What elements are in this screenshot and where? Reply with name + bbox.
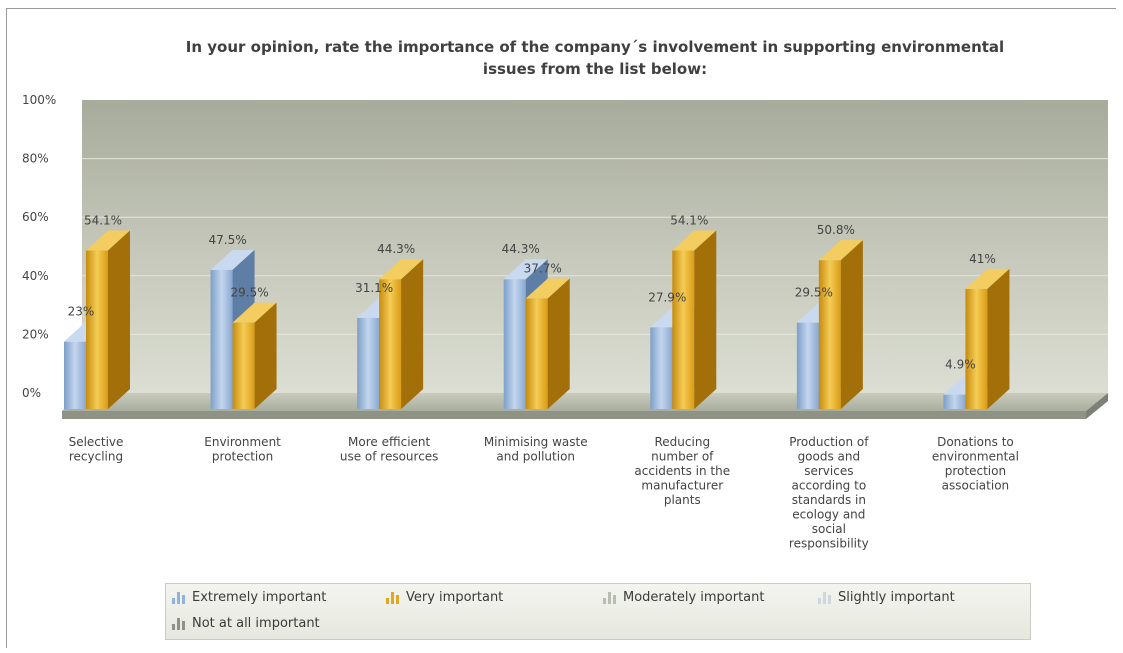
y-tick-label: 80% (22, 152, 49, 166)
data-label: 27.9% (648, 290, 686, 304)
bar-0-4 (650, 327, 673, 409)
bar-0-6 (943, 394, 966, 409)
legend-label: Very important (406, 590, 504, 605)
category-label: and pollution (496, 450, 575, 464)
chart-title-line: In your opinion, rate the importance of … (186, 38, 1004, 56)
data-label: 44.3% (377, 242, 415, 256)
category-label: standards in (792, 493, 866, 507)
chart-floor-side (1086, 393, 1108, 419)
bar-top-1-1 (232, 302, 277, 323)
category-label: environmental (932, 450, 1019, 464)
y-tick-label: 40% (22, 269, 49, 283)
category-label: Reducing (655, 435, 711, 449)
legend-swatch-icon-dark (172, 617, 186, 630)
legend-label: Moderately important (623, 590, 765, 605)
legend-item-very-important: Very important (386, 590, 503, 605)
bar-side-1-6 (987, 268, 1010, 409)
bar-top-1-3 (525, 278, 570, 299)
category-label: protection (212, 450, 273, 464)
bar-0-1 (210, 269, 233, 409)
bar-0-0 (64, 341, 86, 409)
chart-title-line: issues from the list below: (483, 60, 707, 78)
bar-1-5 (818, 260, 841, 409)
category-label: Production of (789, 435, 869, 449)
data-label: 54.1% (84, 213, 122, 227)
category-label: use of resources (340, 450, 439, 464)
data-label: 54.1% (670, 213, 708, 227)
category-label: services (804, 464, 853, 478)
category-label: More efficient (348, 435, 430, 449)
legend-swatch-icon-light (818, 591, 832, 604)
data-label: 41% (969, 252, 996, 266)
legend-item-not-at-all-important: Not at all important (172, 616, 320, 631)
legend-label: Slightly important (838, 590, 955, 605)
legend-label: Extremely important (192, 590, 327, 605)
bar-0-2 (357, 317, 380, 409)
bar-1-6 (965, 288, 988, 409)
bar-1-2 (379, 279, 402, 409)
y-tick-label: 0% (22, 386, 41, 400)
data-label: 31.1% (355, 281, 393, 295)
bar-side-1-3 (547, 278, 570, 409)
bar-side-1-5 (840, 240, 863, 409)
y-tick-label: 100% (22, 93, 56, 107)
data-label: 23% (68, 305, 95, 319)
data-label: 4.9% (945, 358, 976, 372)
category-label: number of (651, 450, 714, 464)
bar-0-5 (796, 322, 819, 409)
category-label: Donations to (937, 435, 1014, 449)
category-label: protection (945, 464, 1006, 478)
legend-label: Not at all important (192, 616, 320, 631)
bar-top-1-2 (379, 259, 424, 280)
bar-side-1-0 (108, 230, 130, 409)
bar-side-1-2 (401, 259, 424, 409)
data-label: 29.5% (795, 286, 833, 300)
bar-side-1-1 (254, 302, 277, 409)
bar-side-1-4 (694, 230, 717, 409)
legend-item-moderately-important: Moderately important (603, 590, 765, 605)
category-label: association (942, 479, 1009, 493)
y-tick-label: 60% (22, 210, 49, 224)
bar-1-4 (672, 250, 695, 409)
category-label: social (812, 522, 846, 536)
bar-1-3 (525, 298, 548, 409)
legend-swatch-icon-blue (172, 591, 186, 604)
category-label: Minimising waste (484, 435, 588, 449)
category-label: according to (792, 479, 867, 493)
category-label: recycling (69, 450, 123, 464)
category-label: accidents in the (634, 464, 730, 478)
category-label: goods and (798, 450, 861, 464)
chart-frame (6, 8, 1116, 648)
data-label: 50.8% (817, 223, 855, 237)
category-label: ecology and (792, 508, 865, 522)
bar-top-0-3 (503, 259, 548, 280)
data-label: 29.5% (231, 286, 269, 300)
legend-item-slightly-important: Slightly important (818, 590, 955, 605)
bar-top-1-6 (965, 268, 1010, 289)
data-label: 44.3% (502, 242, 540, 256)
legend-swatch-icon-gold (386, 591, 400, 604)
category-label: responsibility (789, 537, 869, 551)
legend-item-extremely-important: Extremely important (172, 590, 326, 605)
data-label: 37.7% (524, 262, 562, 276)
data-label: 47.5% (209, 233, 247, 247)
bar-top-0-1 (210, 249, 255, 270)
bar-top-1-5 (818, 240, 863, 261)
category-label: Environment (204, 435, 281, 449)
bar-0-3 (503, 279, 526, 409)
bar-top-1-4 (672, 230, 717, 251)
bar-1-0 (86, 250, 108, 409)
category-label: plants (664, 493, 701, 507)
category-label: manufacturer (641, 479, 723, 493)
chart-legend: Extremely important Very important Moder… (165, 583, 1031, 640)
legend-swatch-icon-grey (603, 591, 617, 604)
y-tick-label: 20% (22, 327, 49, 341)
bar-top-1-0 (86, 230, 130, 251)
chart-floor-edge (62, 411, 1086, 419)
category-label: Selective (69, 435, 124, 449)
bar-1-1 (232, 322, 255, 409)
